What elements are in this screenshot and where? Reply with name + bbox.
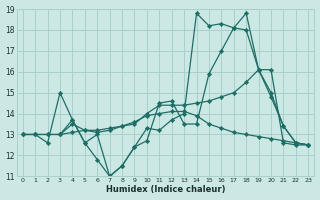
X-axis label: Humidex (Indice chaleur): Humidex (Indice chaleur)	[106, 185, 225, 194]
